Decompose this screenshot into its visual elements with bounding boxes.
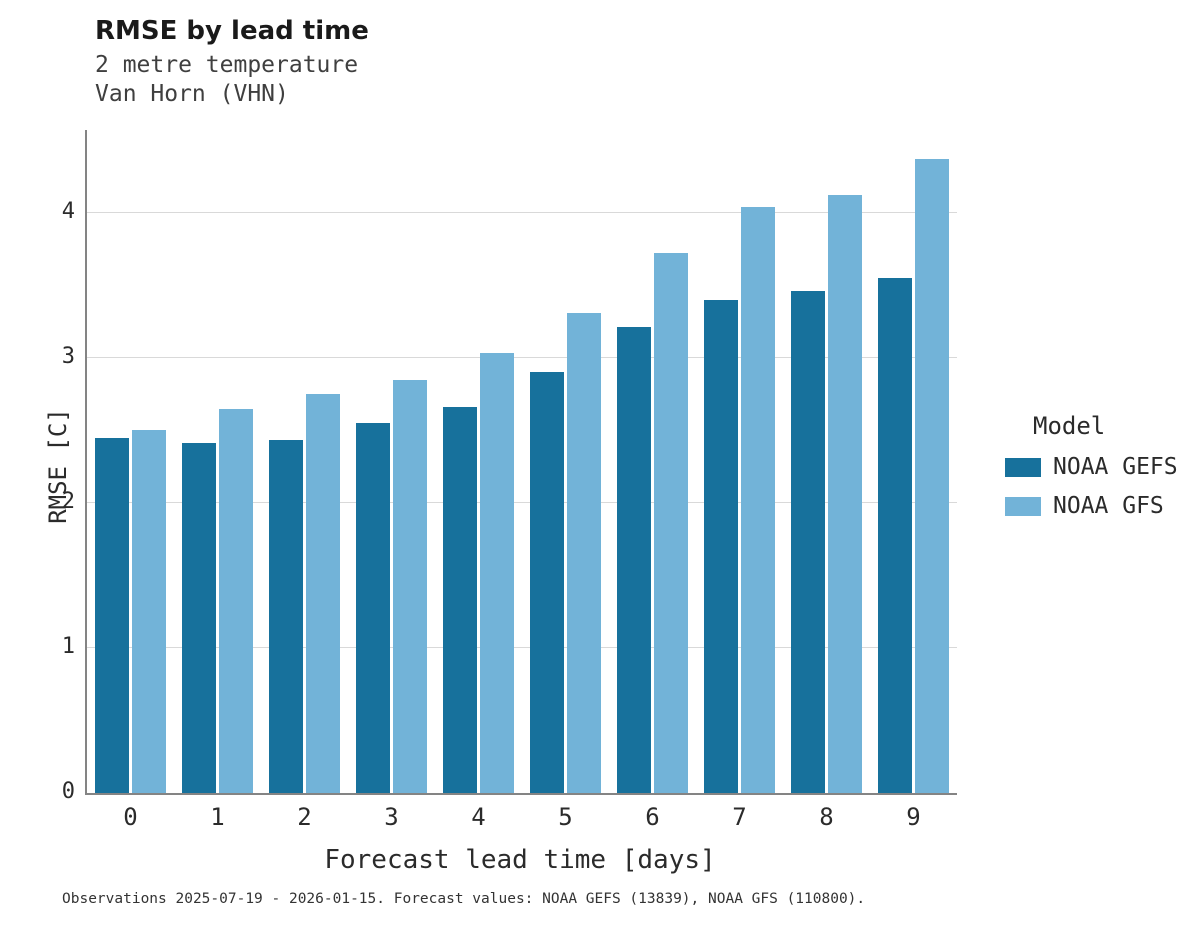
bar-noaa-gefs-day-6 <box>616 327 651 793</box>
y-tick-label-4: 4 <box>61 198 75 224</box>
bar-noaa-gefs-day-1 <box>181 443 216 793</box>
x-tick-label-3: 3 <box>384 803 399 831</box>
gridline-y-4 <box>87 211 957 213</box>
legend-item-noaa-gefs: NOAA GEFS <box>1005 454 1178 480</box>
x-tick-label-0: 0 <box>123 803 138 831</box>
bar-noaa-gfs-day-9 <box>915 159 950 793</box>
bar-noaa-gfs-day-8 <box>828 195 863 793</box>
legend-swatch-noaa-gefs <box>1005 457 1041 477</box>
chart-subtitle-station: Van Horn (VHN) <box>95 81 289 107</box>
bar-noaa-gefs-day-3 <box>355 423 390 793</box>
bar-noaa-gefs-day-5 <box>529 372 564 793</box>
legend: Model NOAA GEFS NOAA GFS <box>1005 412 1178 532</box>
bar-noaa-gefs-day-9 <box>877 277 912 793</box>
bar-noaa-gfs-day-6 <box>654 253 689 793</box>
x-tick-label-5: 5 <box>558 803 573 831</box>
y-axis-label: RMSE [C] <box>44 408 72 524</box>
x-tick-label-8: 8 <box>819 803 834 831</box>
bar-noaa-gefs-day-8 <box>790 291 825 793</box>
legend-title: Model <box>1033 412 1106 440</box>
y-tick-label-1: 1 <box>61 633 75 659</box>
gridline-y-2 <box>87 501 957 503</box>
bar-noaa-gefs-day-4 <box>442 407 477 793</box>
bar-noaa-gfs-day-3 <box>393 379 428 793</box>
x-tick-label-6: 6 <box>645 803 660 831</box>
y-tick-label-0: 0 <box>61 779 75 804</box>
bar-noaa-gfs-day-2 <box>306 394 341 793</box>
x-tick-label-2: 2 <box>297 803 312 831</box>
bar-noaa-gfs-day-4 <box>480 353 515 793</box>
bar-noaa-gfs-day-5 <box>567 312 602 793</box>
legend-label-noaa-gefs: NOAA GEFS <box>1053 454 1178 480</box>
legend-label-noaa-gfs: NOAA GFS <box>1053 493 1164 519</box>
x-tick-label-1: 1 <box>210 803 225 831</box>
legend-item-noaa-gfs: NOAA GFS <box>1005 493 1178 519</box>
x-tick-label-4: 4 <box>471 803 486 831</box>
y-tick-label-3: 3 <box>61 343 75 369</box>
footnote: Observations 2025-07-19 - 2026-01-15. Fo… <box>62 891 866 907</box>
bar-noaa-gefs-day-2 <box>268 440 303 793</box>
bar-noaa-gfs-day-1 <box>219 408 254 793</box>
gridline-y-1 <box>87 646 957 648</box>
x-tick-label-7: 7 <box>732 803 747 831</box>
gridline-y-3 <box>87 356 957 358</box>
legend-swatch-noaa-gfs <box>1005 496 1041 516</box>
bar-noaa-gfs-day-0 <box>132 430 167 793</box>
chart-subtitle-variable: 2 metre temperature <box>95 52 359 78</box>
bar-noaa-gfs-day-7 <box>741 206 776 793</box>
bar-noaa-gefs-day-0 <box>94 437 129 793</box>
x-axis-label: Forecast lead time [days] <box>324 845 716 875</box>
plot-area: 0 1 2 3 4 0 1 2 3 4 5 6 7 8 9 <box>62 130 957 831</box>
bar-noaa-gefs-day-7 <box>703 299 738 793</box>
chart-title: RMSE by lead time <box>95 16 369 46</box>
x-tick-label-9: 9 <box>906 803 921 831</box>
y-tick-label-2: 2 <box>61 488 75 514</box>
